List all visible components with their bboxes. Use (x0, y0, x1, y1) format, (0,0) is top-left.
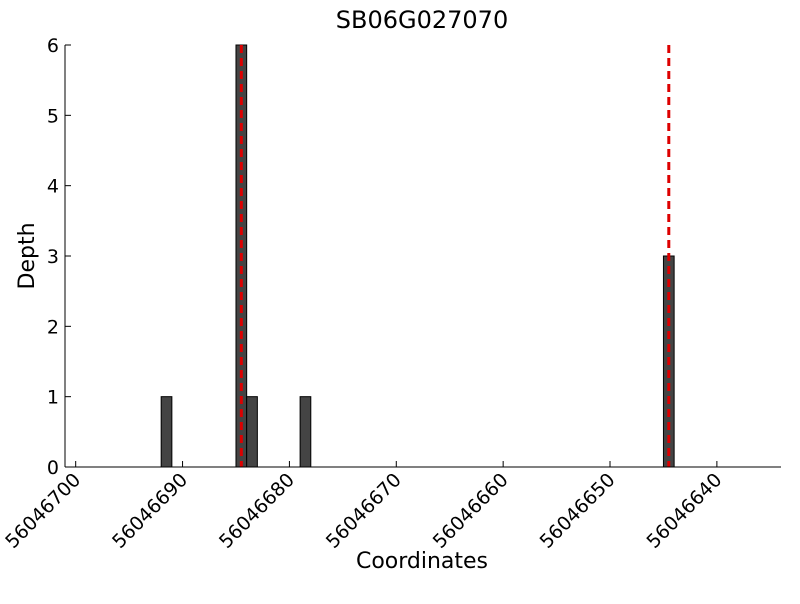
x-tick-label: 56046700 (1, 469, 85, 553)
x-tick-label: 56046640 (642, 469, 726, 553)
chart-title: SB06G027070 (336, 6, 508, 34)
y-tick-label: 5 (47, 105, 59, 127)
x-tick-label: 56046680 (215, 469, 299, 553)
y-axis-label: Depth (15, 222, 40, 289)
y-tick-label: 2 (47, 316, 59, 338)
y-tick-label: 1 (47, 387, 59, 409)
y-tick-label: 4 (47, 176, 59, 198)
bar (299, 396, 312, 468)
y-tick-label: 6 (47, 35, 59, 57)
bar (160, 396, 173, 468)
y-tick-label: 3 (47, 246, 59, 268)
x-axis-label: Coordinates (356, 549, 488, 574)
y-tick-label: 0 (47, 457, 59, 479)
x-tick-label: 56046690 (108, 469, 192, 553)
bar (246, 396, 258, 468)
x-tick-label: 56046660 (429, 469, 513, 553)
x-tick-label: 56046650 (536, 469, 620, 553)
x-tick-label: 56046670 (322, 469, 406, 553)
